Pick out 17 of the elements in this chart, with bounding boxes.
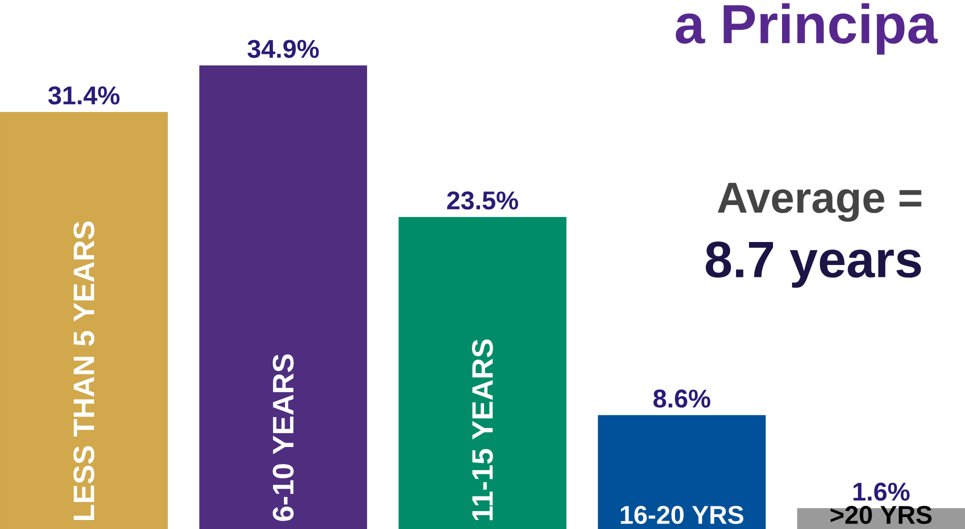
x-tick-label: LESS THAN 5 YEARS [73,221,94,520]
bar [0,112,168,529]
x-tick-label: 16-20 YRS [620,506,744,524]
annotation: 8.7 years [706,241,921,288]
x-tick-label: 11-15 YEARS [472,339,493,520]
bar [598,414,766,529]
data-label: 8.6% [653,389,710,408]
bar [199,65,368,529]
x-tick-label: 6-10 YEARS [272,354,294,521]
data-label: 34.9% [248,40,319,58]
data-label: 23.5% [447,191,518,210]
x-tick-label: >20 YRS [830,506,932,524]
bar [398,216,566,529]
data-label: 1.6% [854,482,910,501]
data-label: 31.4% [48,86,120,104]
chart-title: a Principa [676,3,938,54]
annotation: Average = [718,182,922,222]
